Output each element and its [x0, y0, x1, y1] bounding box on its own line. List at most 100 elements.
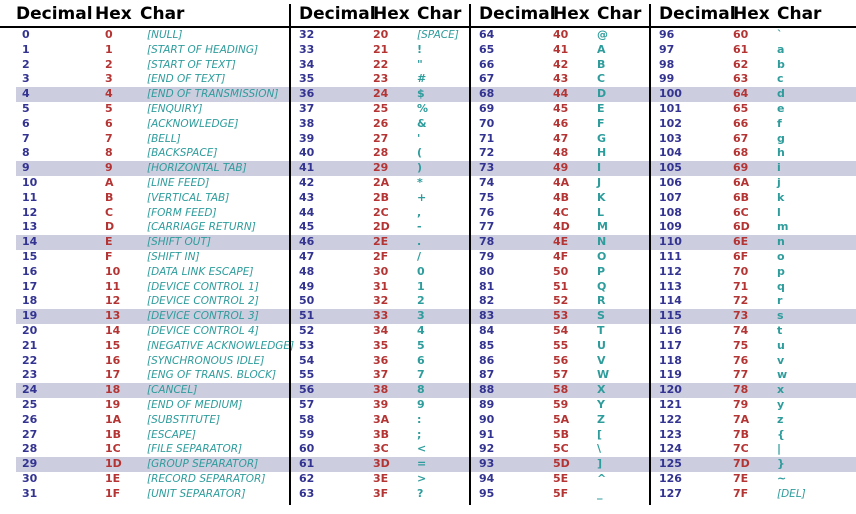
decimal-value: 79 [479, 249, 495, 263]
ascii-row: 51 33 3 [291, 309, 469, 324]
hex-column-header: Hex [553, 4, 590, 24]
char-value: [LINE FEED] [147, 176, 210, 189]
char-value: _ [597, 486, 603, 500]
char-value: o [777, 249, 785, 263]
decimal-column-header: Decimal [479, 4, 556, 24]
ascii-row: 98 62 b [651, 58, 856, 73]
ascii-row: 34 22 " [291, 58, 469, 73]
hex-column-header: Hex [373, 4, 410, 24]
char-value: [DEL] [777, 487, 806, 500]
hex-value: 18 [105, 383, 121, 397]
decimal-value: 59 [299, 427, 315, 441]
decimal-value: 47 [299, 249, 315, 263]
ascii-row: 13 D [CARRIAGE RETURN] [16, 220, 289, 235]
ascii-row: 18 12 [DEVICE CONTROL 2] [16, 294, 289, 309]
decimal-value: 63 [299, 486, 315, 500]
ascii-row: 117 75 u [651, 339, 856, 354]
decimal-value: 78 [479, 235, 495, 249]
decimal-value: 2 [22, 57, 30, 71]
hex-value: F [105, 249, 113, 263]
char-value: I [597, 161, 602, 175]
char-value: r [777, 294, 783, 308]
ascii-row: 32 20 [SPACE] [291, 28, 469, 43]
decimal-value: 72 [479, 146, 495, 160]
hex-value: 12 [105, 294, 121, 308]
ascii-row: 64 40 @ [471, 28, 649, 43]
hex-value: 1F [105, 486, 121, 500]
char-value: g [777, 131, 785, 145]
decimal-value: 0 [22, 28, 30, 41]
hex-value: 37 [373, 368, 389, 382]
char-value: [HORIZONTAL TAB] [147, 162, 247, 175]
hex-value: 41 [553, 42, 569, 56]
char-value: 8 [417, 383, 425, 397]
char-column-header: Char [777, 4, 822, 24]
decimal-value: 44 [299, 205, 315, 219]
decimal-value: 126 [659, 471, 682, 485]
decimal-value: 118 [659, 353, 682, 367]
char-value: [UNIT SEPARATOR] [147, 487, 246, 500]
decimal-column-header: Decimal [299, 4, 376, 24]
decimal-value: 60 [299, 442, 315, 456]
hex-value: 26 [373, 116, 389, 130]
hex-value: 21 [373, 42, 389, 56]
hex-value: D [105, 220, 115, 234]
ascii-row: 26 1A [SUBSTITUTE] [16, 413, 289, 428]
ascii-row: 112 70 p [651, 265, 856, 280]
ascii-row: 55 37 7 [291, 368, 469, 383]
hex-value: 5B [553, 427, 570, 441]
char-value: C [597, 72, 606, 86]
char-value: S [597, 309, 605, 323]
ascii-row: 119 77 w [651, 368, 856, 383]
ascii-row: 25 19 [END OF MEDIUM] [16, 398, 289, 413]
decimal-value: 27 [22, 427, 38, 441]
ascii-row: 75 4B K [471, 191, 649, 206]
decimal-value: 61 [299, 457, 315, 471]
hex-value: 57 [553, 368, 569, 382]
decimal-value: 93 [479, 457, 495, 471]
char-value: B [597, 57, 606, 71]
hex-value: 23 [373, 72, 389, 86]
ascii-row: 73 49 I [471, 161, 649, 176]
ascii-row: 17 11 [DEVICE CONTROL 1] [16, 280, 289, 295]
hex-value: 2B [373, 190, 390, 204]
char-value: d [777, 87, 785, 101]
ascii-row: 9 9 [HORIZONTAL TAB] [16, 161, 289, 176]
decimal-value: 94 [479, 471, 495, 485]
char-value: [ENG OF TRANS. BLOCK] [147, 369, 277, 382]
ascii-row: 31 1F [UNIT SEPARATOR] [16, 487, 289, 502]
hex-value: 31 [373, 279, 389, 293]
decimal-value: 89 [479, 397, 495, 411]
ascii-row: 111 6F o [651, 250, 856, 265]
decimal-value: 80 [479, 264, 495, 278]
hex-value: 7B [733, 427, 750, 441]
hex-value: 64 [733, 87, 749, 101]
char-value: J [597, 175, 602, 189]
ascii-row: 53 35 5 [291, 339, 469, 354]
char-value: [SHIFT OUT] [147, 236, 212, 249]
hex-value: 2E [373, 235, 389, 249]
hex-value: 38 [373, 383, 389, 397]
char-value: [RECORD SEPARATOR] [147, 472, 266, 485]
hex-value: 6A [733, 175, 750, 189]
ascii-row: 95 5F _ [471, 487, 649, 502]
hex-value: 2F [373, 249, 389, 263]
ascii-row: 28 1C [FILE SEPARATOR] [16, 442, 289, 457]
ascii-row: 89 59 Y [471, 398, 649, 413]
char-value: [START OF HEADING] [147, 43, 259, 56]
ascii-row: 123 7B { [651, 428, 856, 443]
ascii-row: 12 C [FORM FEED] [16, 206, 289, 221]
char-value: T [597, 323, 605, 337]
char-value: E [597, 101, 605, 115]
decimal-value: 67 [479, 72, 495, 86]
hex-value: 77 [733, 368, 749, 382]
hex-value: 48 [553, 146, 569, 160]
ascii-row: 109 6D m [651, 220, 856, 235]
ascii-row: 92 5C \ [471, 442, 649, 457]
char-value: = [417, 457, 427, 471]
decimal-value: 18 [22, 294, 38, 308]
decimal-value: 15 [22, 249, 38, 263]
char-value: i [777, 161, 781, 175]
ascii-rows-64-95: 64 40 @65 41 A 66 42 B 67 43 C 68 44 D 69 45 E 70 46 F 71 47 G… [471, 28, 649, 502]
ascii-row: 15 F [SHIFT IN] [16, 250, 289, 265]
